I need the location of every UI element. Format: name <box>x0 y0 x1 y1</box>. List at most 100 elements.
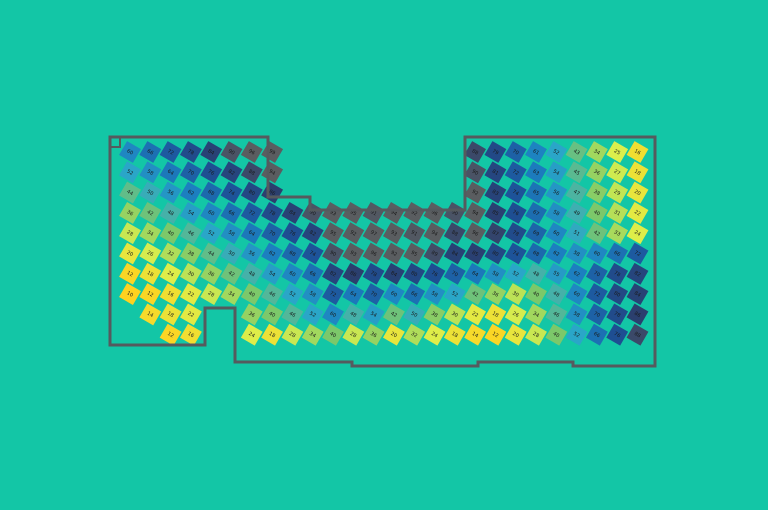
tile-label: 88 <box>471 148 480 156</box>
tile: 60 <box>322 303 344 326</box>
tile: 51 <box>565 222 588 245</box>
tile-label: 66 <box>308 270 317 278</box>
tile-label: 36 <box>207 270 216 278</box>
tile-cell <box>159 222 182 245</box>
tile-cell <box>606 161 629 184</box>
tile: 80 <box>606 283 629 306</box>
tile-label: 58 <box>572 311 581 319</box>
tile-cell <box>342 222 365 245</box>
tile: 47 <box>565 181 588 204</box>
tile-cell <box>179 242 202 265</box>
tile: 16 <box>179 323 202 346</box>
tile-label: 88 <box>450 229 459 237</box>
tile: 54 <box>261 262 284 285</box>
tile-cell <box>423 303 446 326</box>
tile-cell <box>423 283 446 306</box>
tile-label: 68 <box>288 250 297 258</box>
tile-cell <box>322 262 344 285</box>
tile: 46 <box>545 303 568 326</box>
tile-cell <box>301 323 324 346</box>
tile-label: 32 <box>166 250 175 258</box>
tile-cell <box>240 181 263 204</box>
tile-cell <box>382 283 405 306</box>
tile-cell <box>565 181 588 204</box>
tile-cell <box>585 201 608 224</box>
tile-cell <box>565 323 588 346</box>
tile-label: 56 <box>247 250 256 258</box>
tile: 26 <box>504 303 527 326</box>
tile: 62 <box>565 262 588 285</box>
tile-label: 47 <box>572 189 581 197</box>
tile-label: 60 <box>572 290 581 298</box>
tile: 84 <box>626 283 649 306</box>
tile-cell <box>261 323 284 346</box>
tile: 60 <box>200 201 223 224</box>
tile-cell <box>301 201 324 224</box>
tile-cell <box>484 201 507 224</box>
tile-cell <box>626 161 649 184</box>
tile-label: 42 <box>146 209 155 217</box>
tile: 76 <box>504 201 527 224</box>
tile: 16 <box>159 283 182 306</box>
tile-cell <box>443 262 466 285</box>
tile: 42 <box>220 262 243 285</box>
tile-label: 92 <box>410 209 419 217</box>
tile-label: 24 <box>247 331 256 339</box>
tile: 67 <box>525 201 547 224</box>
tile: 20 <box>119 242 141 265</box>
tile-label: 28 <box>207 290 216 298</box>
tile-cell <box>484 222 507 245</box>
tile: 52 <box>504 262 527 285</box>
tile: 76 <box>423 262 446 285</box>
tile-label: 67 <box>531 209 540 217</box>
tile-label: 54 <box>268 270 277 278</box>
tile: 64 <box>159 161 182 184</box>
tile-cell <box>382 242 405 265</box>
tile-label: 91 <box>410 229 419 237</box>
tile: 90 <box>443 201 466 224</box>
tile: 78 <box>504 222 527 245</box>
tile: 18 <box>139 262 162 285</box>
tile: 58 <box>423 283 446 306</box>
tile-cell <box>119 222 141 245</box>
tile-cell <box>626 323 649 346</box>
corner-marker <box>109 136 121 148</box>
tile: 82 <box>301 222 324 245</box>
tile: 24 <box>159 262 182 285</box>
tile: 46 <box>179 222 202 245</box>
tile: 72 <box>240 201 263 224</box>
tile-cell <box>220 201 243 224</box>
tile-label: 36 <box>491 290 500 298</box>
tile-cell <box>443 323 466 346</box>
tile-cell <box>139 201 162 224</box>
tile-label: 28 <box>349 331 358 339</box>
tile-label: 58 <box>552 209 561 217</box>
tile-cell <box>585 303 608 326</box>
tile: 96 <box>423 201 446 224</box>
tile-cell <box>525 141 547 163</box>
tile: 81 <box>484 161 507 184</box>
tile: 28 <box>342 323 365 346</box>
tile-cell <box>281 283 304 306</box>
tile-label: 20 <box>633 189 642 197</box>
tile-label: 18 <box>166 311 175 319</box>
tile-label: 82 <box>328 270 337 278</box>
tile-label: 22 <box>633 209 642 217</box>
tile-cell <box>200 242 223 265</box>
tile: 40 <box>240 283 263 306</box>
tile-label: 83 <box>491 189 500 197</box>
tile-cell <box>443 303 466 326</box>
tile-label: 54 <box>552 169 561 177</box>
tile-cell <box>504 141 527 163</box>
tile-label: 87 <box>491 229 500 237</box>
tile-cell <box>261 242 284 265</box>
tile-label: 90 <box>328 250 337 258</box>
tile-cell <box>565 242 588 265</box>
tile-label: 36 <box>592 169 601 177</box>
tile-cell <box>179 303 202 326</box>
tile: 72 <box>159 141 182 163</box>
tile-label: 64 <box>471 270 480 278</box>
tile-label: 68 <box>531 250 540 258</box>
tile: 58 <box>139 161 162 184</box>
tile-label: 76 <box>511 209 520 217</box>
